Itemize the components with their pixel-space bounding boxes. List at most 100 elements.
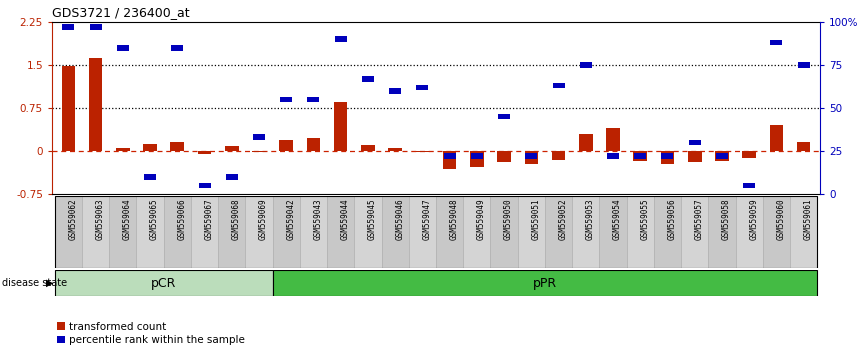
Text: GSM559052: GSM559052 bbox=[559, 198, 567, 240]
Text: GSM559042: GSM559042 bbox=[286, 198, 295, 240]
Bar bbox=[388, 148, 402, 151]
Bar bbox=[436, 196, 463, 268]
Legend: transformed count, percentile rank within the sample: transformed count, percentile rank withi… bbox=[57, 322, 244, 345]
Bar bbox=[763, 196, 790, 268]
Bar bbox=[654, 196, 681, 268]
Bar bbox=[61, 66, 75, 151]
Bar bbox=[361, 145, 375, 151]
Text: GSM559067: GSM559067 bbox=[204, 198, 214, 240]
Bar bbox=[661, 151, 675, 164]
Bar bbox=[89, 58, 102, 151]
Bar bbox=[553, 83, 565, 88]
Bar bbox=[662, 153, 674, 159]
Bar bbox=[144, 174, 156, 179]
Text: GSM559047: GSM559047 bbox=[423, 198, 431, 240]
Bar bbox=[218, 196, 245, 268]
Bar bbox=[716, 153, 728, 159]
Bar bbox=[490, 196, 518, 268]
Text: GSM559060: GSM559060 bbox=[777, 198, 785, 240]
Bar bbox=[525, 151, 538, 164]
Bar bbox=[334, 36, 346, 42]
Bar bbox=[354, 196, 382, 268]
Bar bbox=[688, 151, 701, 162]
Bar bbox=[572, 196, 599, 268]
Bar bbox=[526, 153, 537, 159]
Bar bbox=[137, 196, 164, 268]
Bar bbox=[116, 148, 130, 151]
Text: GSM559051: GSM559051 bbox=[532, 198, 540, 240]
Bar bbox=[463, 196, 490, 268]
Bar bbox=[389, 88, 401, 93]
Bar bbox=[334, 102, 347, 151]
Text: GSM559066: GSM559066 bbox=[178, 198, 186, 240]
Text: pCR: pCR bbox=[151, 276, 177, 290]
Text: GSM559058: GSM559058 bbox=[722, 198, 731, 240]
Text: pPR: pPR bbox=[533, 276, 557, 290]
Bar bbox=[443, 153, 456, 159]
Bar bbox=[742, 151, 756, 158]
Bar bbox=[552, 151, 565, 160]
Bar bbox=[55, 270, 273, 296]
Bar bbox=[443, 151, 456, 169]
Bar bbox=[109, 196, 137, 268]
Bar bbox=[171, 142, 184, 151]
Bar bbox=[300, 196, 327, 268]
Text: GSM559061: GSM559061 bbox=[804, 198, 812, 240]
Bar bbox=[171, 45, 184, 51]
Bar bbox=[688, 139, 701, 145]
Bar bbox=[798, 62, 810, 68]
Bar bbox=[82, 196, 109, 268]
Text: GSM559059: GSM559059 bbox=[749, 198, 759, 240]
Bar bbox=[681, 196, 708, 268]
Text: GSM559044: GSM559044 bbox=[340, 198, 350, 240]
Bar bbox=[409, 196, 436, 268]
Bar bbox=[735, 196, 763, 268]
Bar bbox=[498, 114, 510, 119]
Bar bbox=[634, 153, 646, 159]
Bar bbox=[307, 138, 320, 151]
Bar bbox=[382, 196, 409, 268]
Bar bbox=[790, 196, 818, 268]
Text: GSM559050: GSM559050 bbox=[504, 198, 513, 240]
Bar bbox=[633, 151, 647, 161]
Bar bbox=[606, 128, 620, 151]
Bar bbox=[607, 153, 619, 159]
Bar bbox=[797, 142, 811, 151]
Text: disease state: disease state bbox=[2, 278, 68, 288]
Bar bbox=[771, 40, 782, 45]
Bar bbox=[362, 76, 374, 81]
Bar bbox=[117, 45, 129, 51]
Bar bbox=[143, 144, 157, 151]
Bar bbox=[281, 97, 292, 102]
Text: GSM559069: GSM559069 bbox=[259, 198, 268, 240]
Bar bbox=[580, 62, 591, 68]
Text: GDS3721 / 236400_at: GDS3721 / 236400_at bbox=[52, 6, 190, 19]
Bar bbox=[164, 196, 191, 268]
Text: GSM559055: GSM559055 bbox=[640, 198, 650, 240]
Bar bbox=[416, 151, 430, 152]
Text: GSM559068: GSM559068 bbox=[232, 198, 241, 240]
Text: GSM559057: GSM559057 bbox=[695, 198, 704, 240]
Text: GSM559046: GSM559046 bbox=[395, 198, 404, 240]
Bar bbox=[417, 85, 429, 90]
Bar bbox=[225, 147, 238, 151]
Text: GSM559054: GSM559054 bbox=[613, 198, 622, 240]
Text: GSM559056: GSM559056 bbox=[668, 198, 676, 240]
Text: GSM559053: GSM559053 bbox=[585, 198, 595, 240]
Bar bbox=[197, 151, 211, 154]
Bar bbox=[627, 196, 654, 268]
Text: ▶: ▶ bbox=[46, 278, 54, 288]
Text: GSM559064: GSM559064 bbox=[123, 198, 132, 240]
Bar bbox=[253, 135, 265, 140]
Text: GSM559062: GSM559062 bbox=[68, 198, 77, 240]
Text: GSM559043: GSM559043 bbox=[313, 198, 322, 240]
Text: GSM559048: GSM559048 bbox=[449, 198, 459, 240]
Bar bbox=[226, 174, 238, 179]
Bar bbox=[770, 125, 783, 151]
Bar bbox=[327, 196, 354, 268]
Bar bbox=[518, 196, 545, 268]
Text: GSM559063: GSM559063 bbox=[95, 198, 105, 240]
Bar bbox=[89, 24, 101, 30]
Bar bbox=[55, 196, 82, 268]
Bar bbox=[307, 97, 320, 102]
